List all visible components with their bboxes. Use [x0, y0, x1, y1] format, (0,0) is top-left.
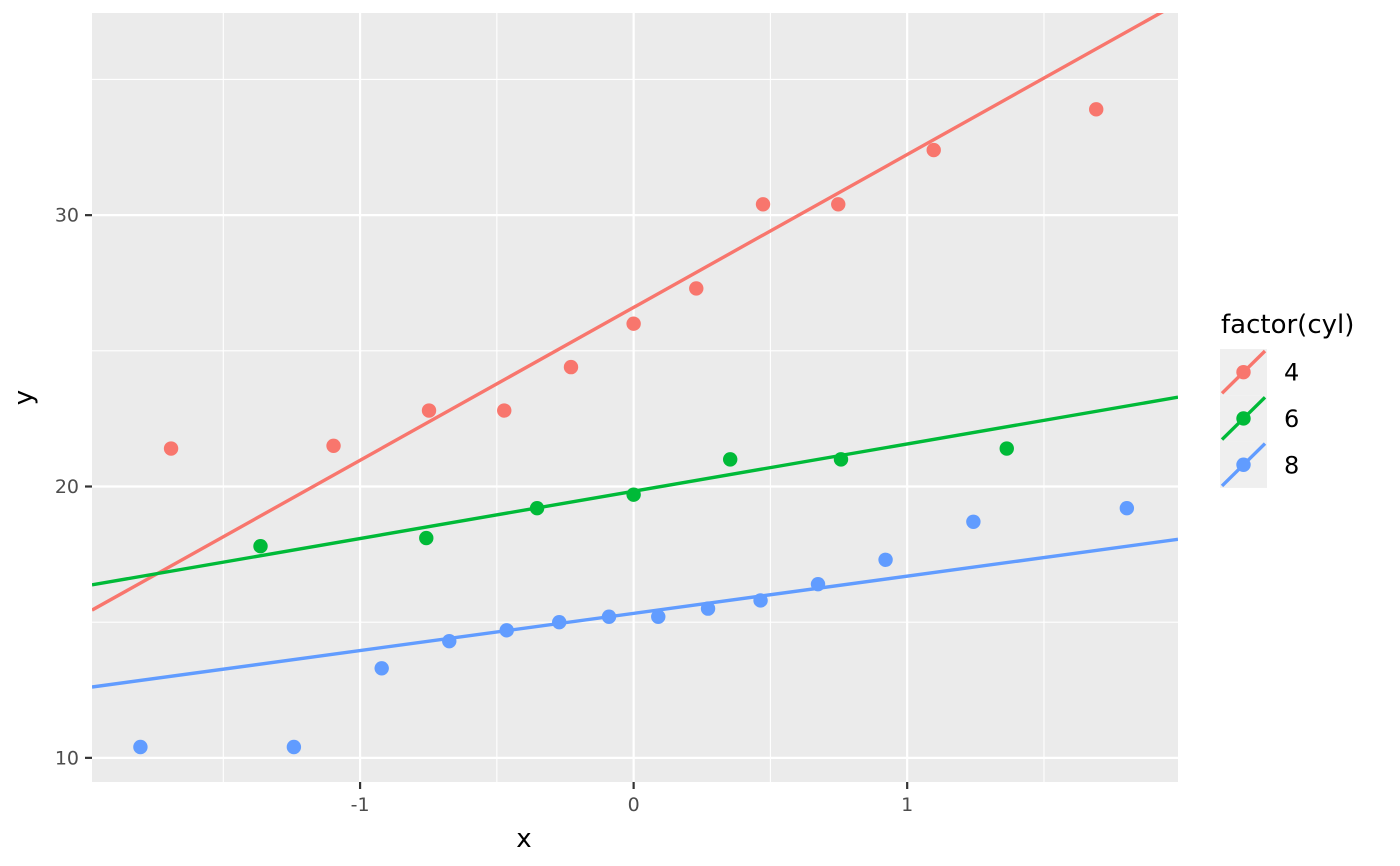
legend-entry-8: 8 — [1220, 441, 1299, 488]
data-point-cyl-6 — [529, 501, 545, 516]
data-point-cyl-8 — [286, 739, 302, 755]
data-point-cyl-6 — [626, 487, 641, 502]
data-point-cyl-4 — [926, 142, 941, 158]
data-point-cyl-4 — [163, 441, 179, 456]
data-point-cyl-8 — [810, 576, 826, 592]
data-point-cyl-6 — [999, 441, 1014, 456]
data-point-cyl-8 — [601, 609, 617, 624]
data-point-cyl-8 — [651, 609, 666, 624]
x-axis-title: x — [516, 824, 531, 854]
legend-title: factor(cyl) — [1221, 310, 1354, 340]
legend-entry-6: 6 — [1220, 395, 1299, 442]
data-point-cyl-8 — [133, 739, 148, 755]
data-point-cyl-6 — [419, 530, 434, 546]
y-axis-title: y — [9, 390, 39, 405]
data-point-cyl-4 — [421, 403, 437, 418]
data-point-cyl-4 — [326, 438, 341, 453]
data-point-cyl-4 — [831, 197, 846, 212]
data-point-cyl-4 — [626, 316, 641, 331]
legend-key-point — [1236, 411, 1251, 426]
data-point-cyl-4 — [755, 197, 771, 212]
data-point-cyl-8 — [442, 633, 457, 649]
data-point-cyl-4 — [689, 281, 704, 296]
legend: factor(cyl) 4 6 8 — [1220, 310, 1354, 488]
x-tick-label: 0 — [628, 794, 640, 816]
gridlines — [92, 13, 1178, 782]
legend-label: 8 — [1284, 451, 1299, 479]
data-point-cyl-4 — [497, 403, 512, 418]
legend-label: 4 — [1284, 359, 1299, 387]
legend-label: 6 — [1284, 405, 1299, 433]
data-point-cyl-8 — [966, 514, 981, 529]
data-point-cyl-6 — [722, 452, 738, 467]
axes: -1 0 1 10 20 30 x y — [9, 205, 913, 854]
x-tick-label: -1 — [351, 794, 370, 816]
legend-key-point — [1236, 457, 1251, 472]
data-point-cyl-8 — [374, 661, 389, 676]
fit-line-cyl-8 — [92, 537, 1178, 689]
data-points — [133, 102, 1135, 755]
y-tick-label: 30 — [55, 205, 79, 227]
data-point-cyl-8 — [753, 593, 768, 608]
data-point-cyl-8 — [878, 552, 893, 567]
data-point-cyl-8 — [700, 601, 716, 616]
x-tick-label: 1 — [901, 794, 913, 816]
data-point-cyl-6 — [833, 452, 849, 467]
y-tick-label: 10 — [55, 747, 79, 769]
data-point-cyl-6 — [253, 538, 268, 554]
data-point-cyl-8 — [499, 623, 514, 638]
data-point-cyl-4 — [563, 359, 579, 375]
y-tick-label: 20 — [55, 476, 79, 498]
data-point-cyl-8 — [552, 614, 567, 630]
data-point-cyl-8 — [1119, 501, 1135, 516]
fit-line-cyl-4 — [92, 13, 1164, 612]
legend-entry-4: 4 — [1220, 349, 1299, 396]
legend-key-point — [1236, 364, 1251, 380]
plot-panel — [92, 13, 1178, 782]
data-point-cyl-4 — [1089, 102, 1104, 117]
